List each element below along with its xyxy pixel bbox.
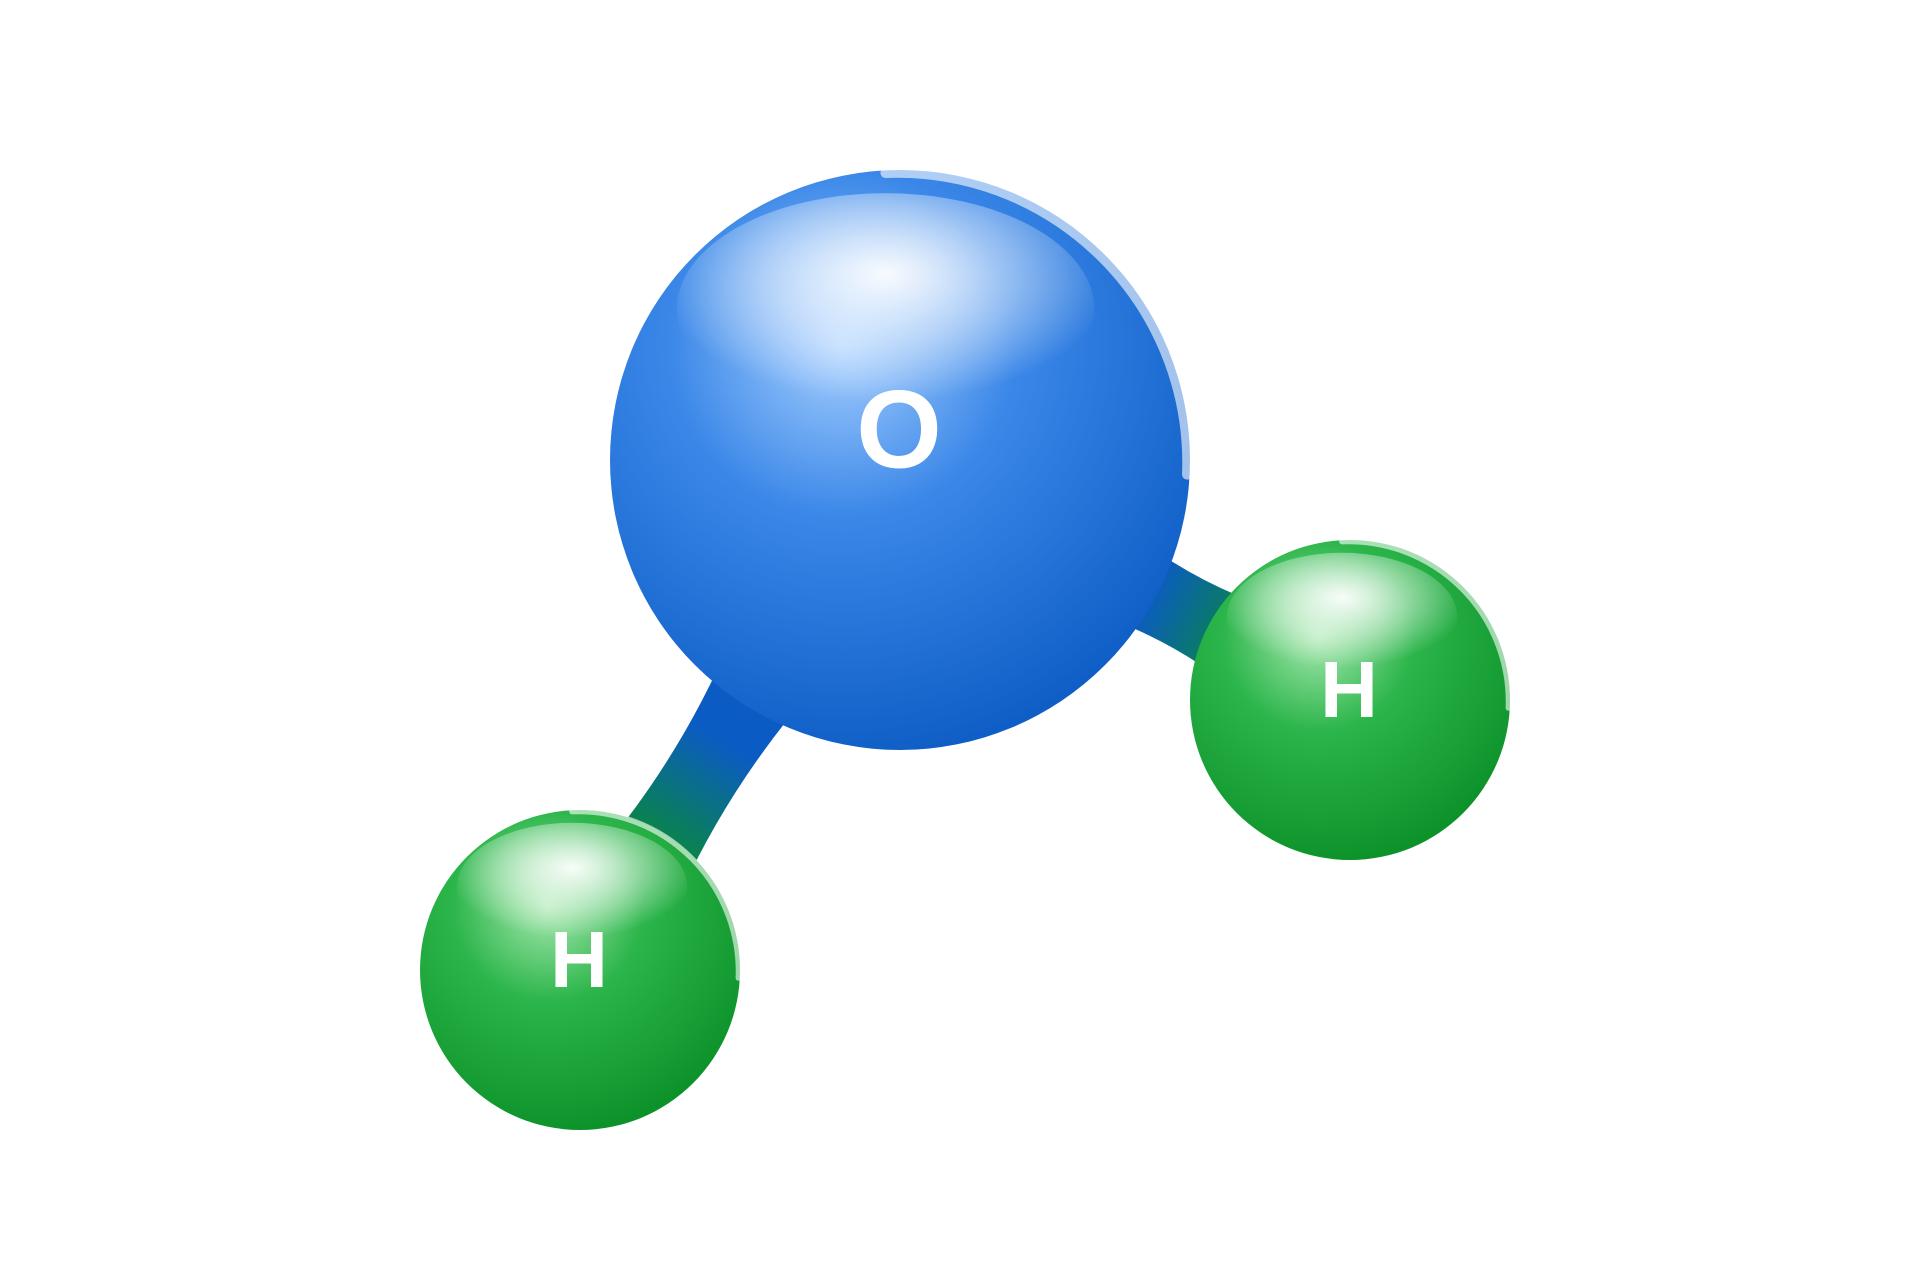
molecule-svg (0, 0, 1920, 1280)
hydrogen-atom-sphere (1190, 540, 1510, 860)
water-molecule-diagram: O H H (0, 0, 1920, 1280)
hydrogen-atom-sphere (420, 810, 740, 1130)
oxygen-atom-sphere (610, 170, 1190, 750)
